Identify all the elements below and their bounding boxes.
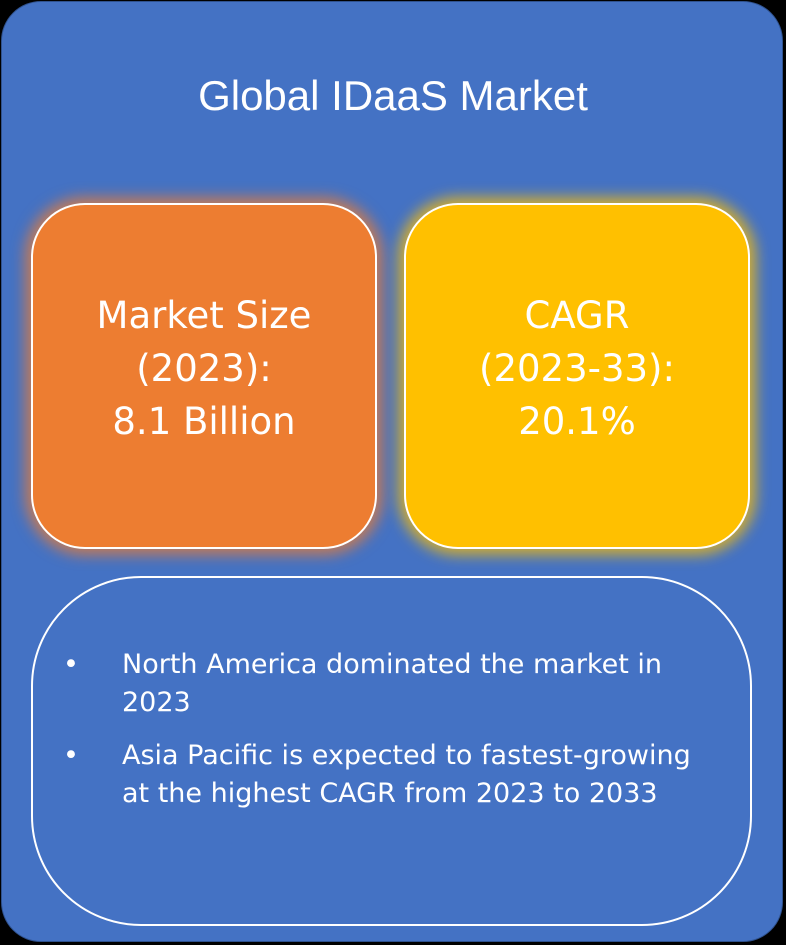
cagr-value: 20.1% <box>518 399 636 443</box>
highlight-text-north-america: North America dominated the market in 20… <box>122 649 662 718</box>
cagr-label: CAGR <box>524 293 630 337</box>
cagr-card: CAGR (2023-33): 20.1% <box>404 203 750 549</box>
highlight-text-asia-pacific: Asia Pacific is expected to fastest-grow… <box>122 740 691 809</box>
market-size-value: 8.1 Billion <box>112 399 296 443</box>
highlights-box: • North America dominated the market in … <box>31 576 752 926</box>
market-size-card: Market Size (2023): 8.1 Billion <box>31 203 377 549</box>
infographic-title: Global IDaaS Market <box>198 72 588 119</box>
bullet-icon: • <box>63 649 79 680</box>
cagr-period: (2023-33): <box>479 346 675 390</box>
market-size-label: Market Size <box>96 293 312 337</box>
bullet-icon: • <box>63 740 79 771</box>
market-size-year: (2023): <box>136 346 272 390</box>
